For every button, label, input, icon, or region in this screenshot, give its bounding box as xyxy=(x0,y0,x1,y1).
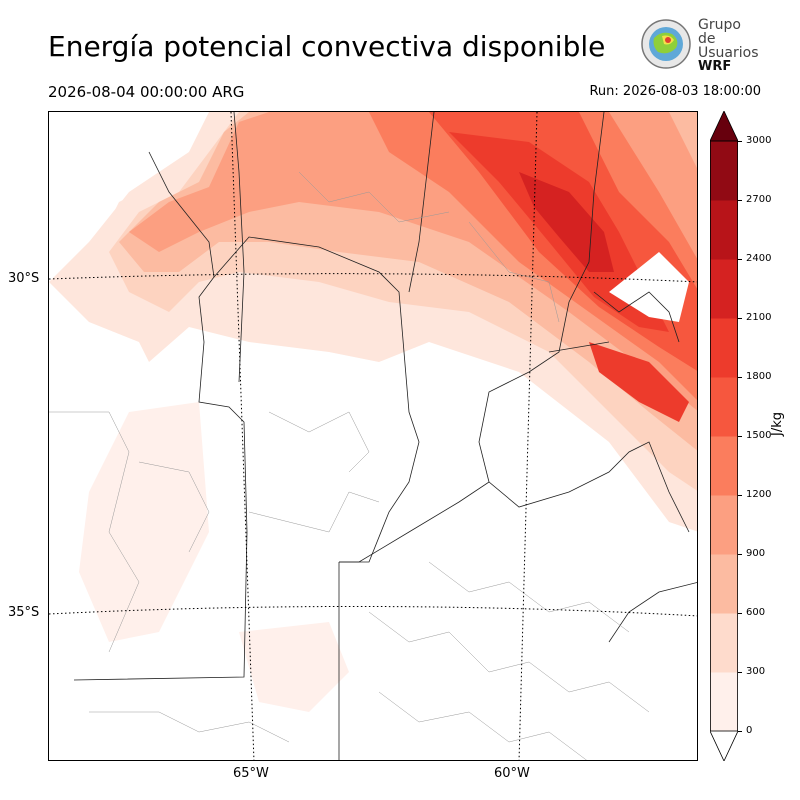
colorbar-band xyxy=(710,259,738,319)
colorbar-tick-label: 900 xyxy=(746,548,766,559)
valid-time: 2026-08-04 00:00:00 ARG xyxy=(48,83,245,101)
colorbar-tick-label: 600 xyxy=(746,607,766,618)
colorbar-tick-label: 1500 xyxy=(746,430,772,441)
colorbar-tick-label: 1200 xyxy=(746,489,772,500)
colorbar-tick-label: 1800 xyxy=(746,371,772,382)
colorbar-band xyxy=(710,554,738,614)
colorbar-band xyxy=(710,141,738,201)
colorbar-tick-mark xyxy=(738,495,742,496)
lat-label-30s: 30°S xyxy=(8,271,40,286)
colorbar-band xyxy=(710,613,738,673)
wrf-users-logo: Grupo de Usuarios WRF xyxy=(640,17,760,74)
department-lines xyxy=(49,171,650,760)
lat-label-35s: 35°S xyxy=(8,605,40,620)
colorbar-frame xyxy=(710,140,738,732)
colorbar-extend-max xyxy=(710,111,738,142)
colorbar-tick-mark xyxy=(738,436,742,437)
colorbar-segments xyxy=(710,111,738,761)
logo-line-3: WRF xyxy=(698,59,732,74)
colorbar-tick-label: 300 xyxy=(746,666,766,677)
logo-line-2: Usuarios xyxy=(698,45,759,61)
colorbar-tick-mark xyxy=(738,554,742,555)
colorbar-tick-mark xyxy=(738,259,742,260)
colorbar-tick-label: 0 xyxy=(746,725,753,736)
colorbar-unit: J/kg xyxy=(770,412,785,436)
cape-map-canvas xyxy=(49,112,697,760)
colorbar-band xyxy=(710,436,738,496)
lon-label-60w: 60°W xyxy=(494,766,530,781)
colorbar-tick-mark xyxy=(738,377,742,378)
colorbar-tick-mark xyxy=(738,672,742,673)
map-title: Energía potencial convectiva disponible xyxy=(48,30,606,63)
colorbar xyxy=(710,111,738,761)
cape-map[interactable] xyxy=(48,111,698,761)
lon-label-65w: 65°W xyxy=(233,766,269,781)
colorbar-band xyxy=(710,377,738,437)
colorbar-tick-mark xyxy=(738,318,742,319)
run-time: Run: 2026-08-03 18:00:00 xyxy=(589,84,761,99)
colorbar-tick-mark xyxy=(738,613,742,614)
colorbar-tick-label: 2400 xyxy=(746,253,772,264)
colorbar-tick-label: 3000 xyxy=(746,135,772,146)
colorbar-tick-label: 2100 xyxy=(746,312,772,323)
colorbar-band xyxy=(710,200,738,260)
graticule xyxy=(49,112,697,760)
colorbar-tick-mark xyxy=(738,141,742,142)
colorbar-tick-label: 2700 xyxy=(746,194,772,205)
cape-shading xyxy=(49,112,697,712)
colorbar-extend-min xyxy=(710,730,738,761)
colorbar-tick-mark xyxy=(738,200,742,201)
colorbar-tick-mark xyxy=(738,731,742,732)
colorbar-band xyxy=(710,672,738,732)
colorbar-band xyxy=(710,318,738,378)
colorbar-band xyxy=(710,495,738,555)
logo-line-1: Grupo de xyxy=(698,17,741,47)
globe-logo-icon xyxy=(641,19,691,69)
